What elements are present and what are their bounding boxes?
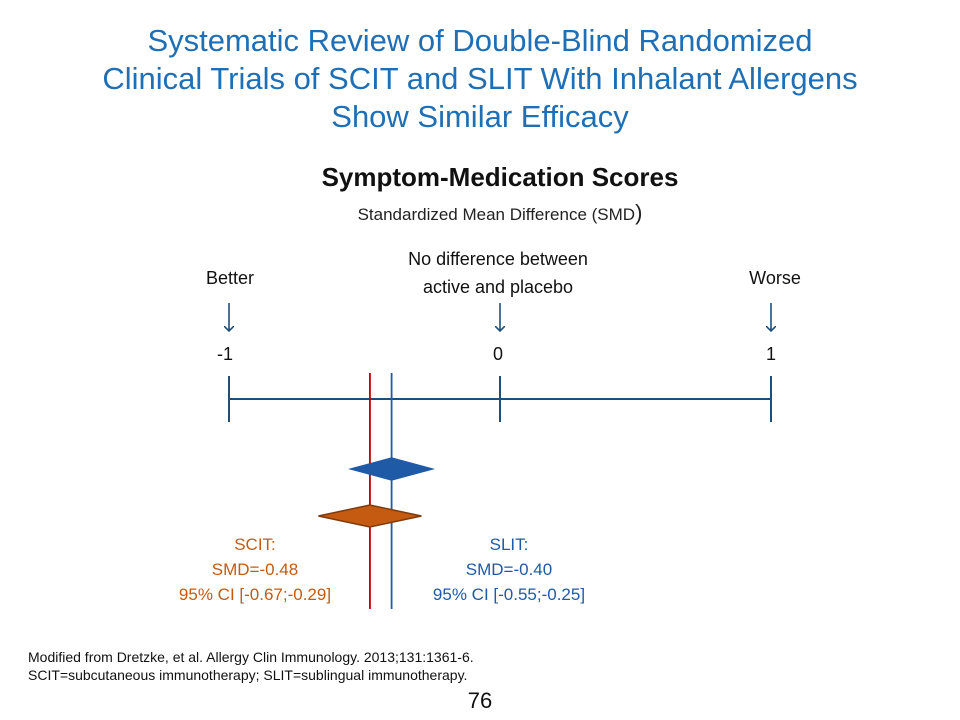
slit-result-label: SLIT: SMD=-0.40 95% CI [-0.55;-0.25] — [394, 532, 624, 607]
tick-label-neg1: -1 — [216, 344, 233, 364]
worse-label: Worse — [749, 268, 801, 288]
footnote-line-2: SCIT=subcutaneous immunotherapy; SLIT=su… — [28, 667, 468, 683]
slit-label-ci: 95% CI [-0.55;-0.25] — [432, 585, 586, 604]
scit-label-ci: 95% CI [-0.67;-0.29] — [178, 585, 332, 604]
scit-label-smd: SMD=-0.48 — [211, 560, 299, 579]
slide-title: Systematic Review of Double-Blind Random… — [40, 22, 920, 136]
title-line-1: Systematic Review of Double-Blind Random… — [147, 23, 813, 58]
series-group — [318, 373, 436, 609]
axis-group — [229, 303, 771, 422]
chart-subtitle-text: Standardized Mean Difference (SMD — [357, 205, 636, 224]
scit-result-label: SCIT: SMD=-0.48 95% CI [-0.67;-0.29] — [140, 532, 370, 607]
scit-label-name: SCIT: — [234, 535, 276, 554]
tick-label-1: 1 — [765, 344, 776, 364]
no-difference-line-1: No difference between — [408, 249, 588, 269]
scit-diamond — [318, 504, 422, 528]
no-difference-line-2: active and placebo — [422, 277, 574, 297]
title-line-3: Show Similar Efficacy — [331, 99, 629, 134]
title-line-2: Clinical Trials of SCIT and SLIT With In… — [102, 61, 858, 96]
page-number: 76 — [467, 688, 493, 713]
slit-diamond — [348, 457, 436, 481]
tick-label-0: 0 — [492, 344, 503, 364]
no-difference-label: No difference between active and placebo — [348, 245, 648, 301]
chart-subtitle: Standardized Mean Difference (SMD) — [200, 200, 800, 226]
chart-subtitle-paren: ) — [635, 200, 643, 225]
chart-title: Symptom-Medication Scores — [321, 162, 679, 192]
better-label: Better — [205, 268, 255, 288]
slit-label-smd: SMD=-0.40 — [465, 560, 553, 579]
footnote: Modified from Dretzke, et al. Allergy Cl… — [28, 648, 474, 684]
footnote-line-1: Modified from Dretzke, et al. Allergy Cl… — [28, 649, 474, 665]
slit-label-name: SLIT: — [489, 535, 529, 554]
